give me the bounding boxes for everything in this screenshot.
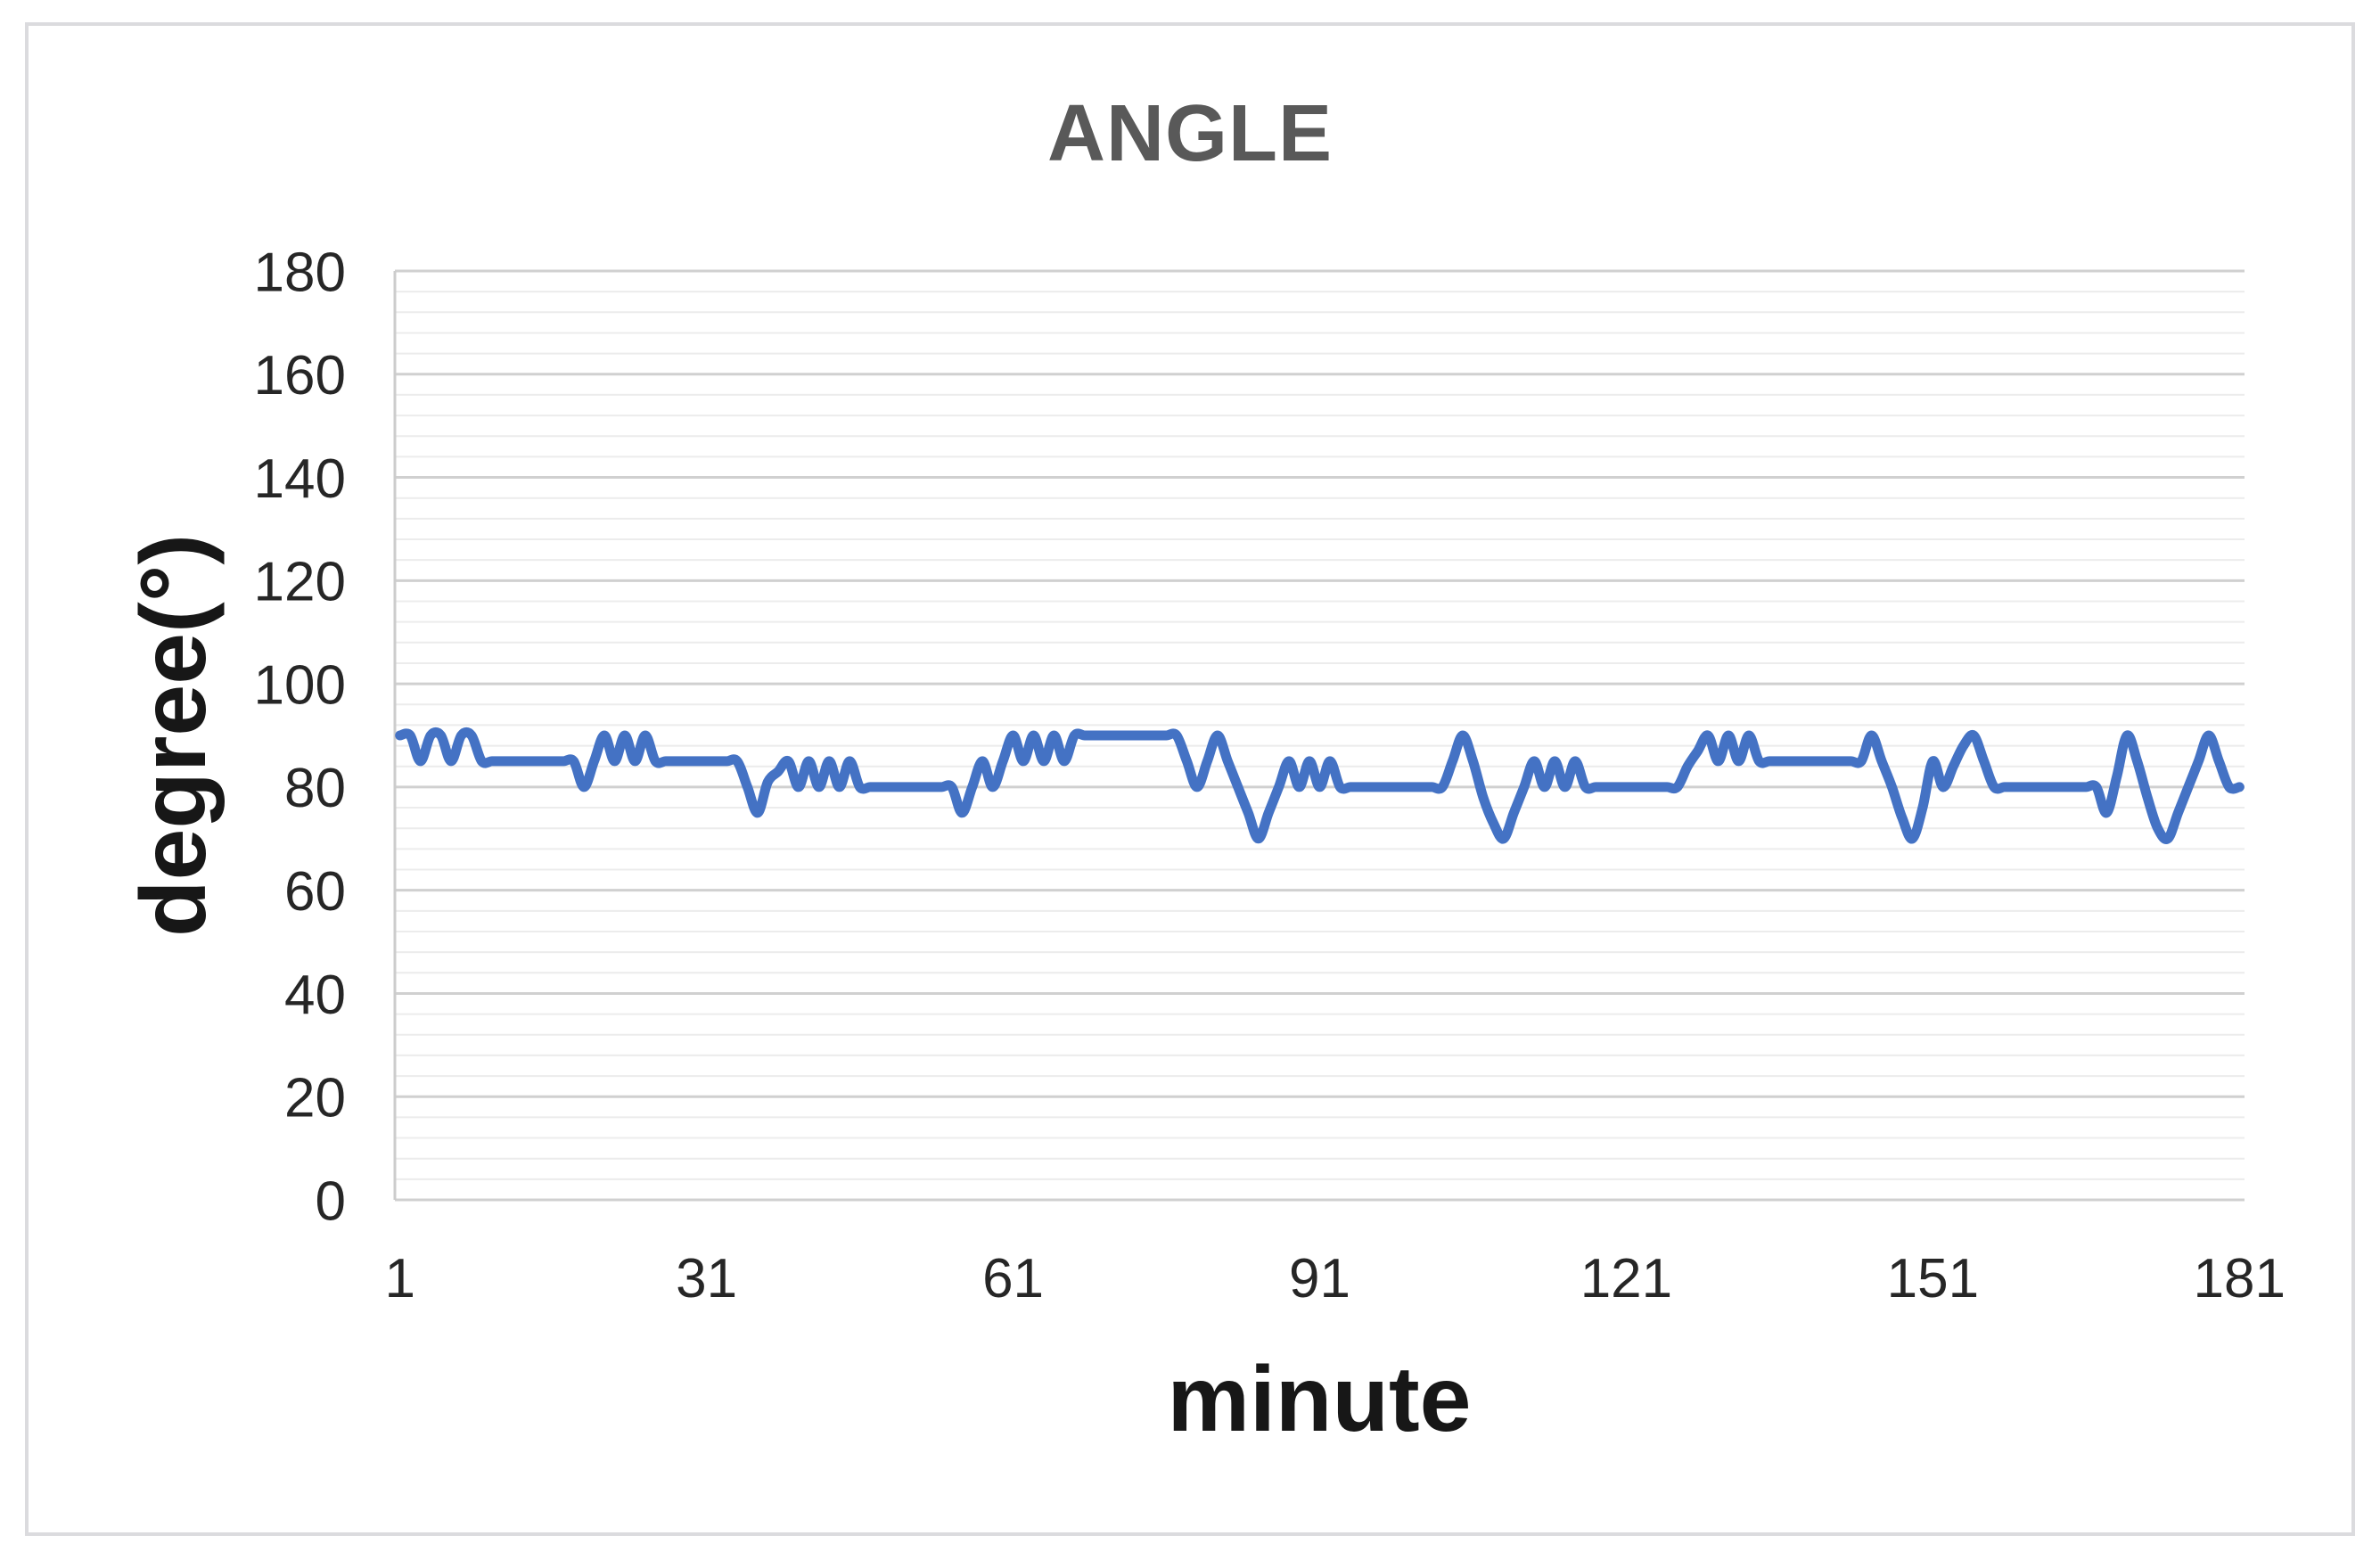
svg-text:91: 91 [1289,1248,1350,1310]
y-axis-tick-labels: 0 20 40 60 80 100 120 140 160 180 [254,242,346,1232]
y-axis-title: degree(°) [121,534,226,937]
svg-text:20: 20 [284,1068,346,1129]
svg-text:100: 100 [254,654,346,716]
data-series-line [395,727,2245,844]
x-axis-tick-labels: 1 31 61 91 121 151 181 [384,1248,2286,1310]
minor-gridlines [395,291,2245,1180]
svg-text:80: 80 [284,758,346,819]
x-axis-title: minute [1167,1347,1472,1451]
svg-text:120: 120 [254,552,346,613]
svg-text:0: 0 [316,1170,346,1232]
svg-text:140: 140 [254,448,346,510]
svg-text:1: 1 [384,1248,414,1310]
svg-text:180: 180 [254,242,346,303]
chart-border [25,22,2355,1536]
svg-text:61: 61 [982,1248,1044,1310]
major-gridlines [395,269,2245,1202]
svg-text:40: 40 [284,965,346,1026]
chart-title: ANGLE [1047,88,1333,178]
svg-text:160: 160 [254,345,346,406]
svg-text:181: 181 [2194,1248,2286,1310]
svg-text:151: 151 [1887,1248,1979,1310]
svg-text:60: 60 [284,861,346,923]
svg-text:121: 121 [1580,1248,1672,1310]
svg-text:31: 31 [676,1248,737,1310]
